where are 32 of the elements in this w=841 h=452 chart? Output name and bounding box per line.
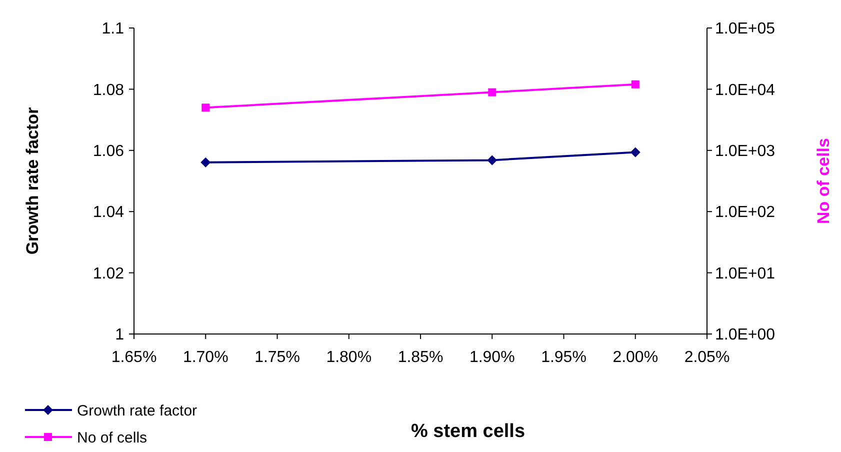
x-tick-label: 1.75% [254,349,300,366]
point [488,88,496,96]
x-tick-label: 1.95% [541,349,586,366]
x-tick-label: 1.85% [398,349,444,366]
y2-tick-label: 1.0E+04 [715,82,776,99]
y2-tick-label: 1.0E+00 [715,326,776,344]
y-tick-label: 1.06 [92,143,124,160]
point [202,104,210,112]
y-tick-label: 1.02 [92,265,124,282]
x-tick-label: 1.65% [111,349,157,366]
x-tick-label: 1.80% [326,349,372,366]
x-tick-label: 1.90% [469,349,515,366]
y2-tick-label: 1.0E+03 [715,143,776,160]
y-axis-title: Growth rate factor [23,106,42,255]
y2-axis-title: No of cells [814,138,833,224]
x-tick-label: 2.00% [612,349,658,366]
x-tick-label: 2.05% [684,349,730,366]
point [487,155,498,166]
y2-tick-label: 1.0E+05 [715,20,776,38]
x-axis-title: % stem cells [410,421,526,442]
x-tick-label: 1.70% [182,349,228,366]
y-tick-label: 1.08 [92,82,124,99]
point [631,80,640,88]
y-tick-label: 1.04 [92,204,124,222]
y-tick-label: 1 [115,326,124,344]
point [630,147,640,158]
point [200,157,211,168]
y2-tick-label: 1.0E+01 [715,265,776,282]
y2-tick-label: 1.0E+02 [715,204,776,222]
y-tick-label: 1.1 [102,20,124,38]
legend-label: No of cells [77,429,148,446]
legend-label: Growth rate factor [77,402,198,420]
